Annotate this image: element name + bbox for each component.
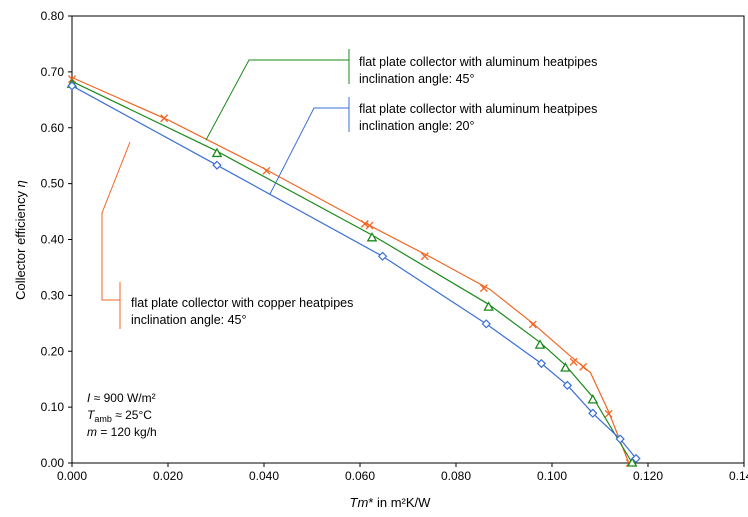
x-axis-label: Tm* in m²K/W	[350, 495, 432, 510]
x-tick-label: 0.100	[537, 469, 567, 483]
y-tick-label: 0.00	[41, 456, 65, 470]
annotation-layer: flat plate collector with aluminum heatp…	[101, 49, 597, 329]
series-line-aluminum45	[71, 80, 633, 464]
data-point-aluminum20	[67, 81, 77, 91]
y-tick-label: 0.70	[41, 65, 65, 79]
y-tick-label: 0.40	[41, 233, 65, 247]
condition-mass-flow: m = 120 kg/h	[87, 425, 157, 439]
data-point-aluminum45	[211, 147, 223, 158]
data-point-copper45	[262, 166, 271, 175]
data-point-copper45	[365, 221, 374, 230]
y-axis-label-text: Collector efficiency	[13, 187, 28, 299]
condition-ambient-temperature: Tamb ≈ 25°C	[87, 408, 152, 424]
y-tick-label: 0.80	[41, 9, 65, 23]
annotation-text: flat plate collector with aluminum heatp…	[359, 102, 597, 116]
y-tick-label: 0.20	[41, 344, 65, 358]
series-line-copper45	[71, 76, 630, 464]
x-axis-label-unit: * in m²K/W	[368, 495, 431, 510]
conditions-box: I ≈ 900 W/m² Tamb ≈ 25°C m = 120 kg/h	[87, 391, 157, 439]
x-tick-label: 0.120	[633, 469, 663, 483]
x-tick-label: 0.060	[345, 469, 375, 483]
data-point-aluminum20	[631, 453, 641, 464]
x-tick-label: 0.000	[57, 469, 87, 483]
data-point-aluminum20	[481, 319, 491, 329]
x-axis: 0.000 0.020 0.040 0.060 0.080 0.100 0.120 0.140	[57, 463, 748, 483]
data-point-aluminum20	[562, 380, 573, 390]
x-tick-label: 0.140	[729, 469, 748, 483]
annotation-text: flat plate collector with copper heatpip…	[131, 296, 353, 310]
annotation-text: inclination angle: 45°	[359, 72, 475, 86]
data-point-aluminum20	[536, 358, 547, 369]
data-point-aluminum20	[377, 251, 388, 261]
y-axis-label: Collector efficiency η	[13, 180, 28, 300]
data-point-aluminum20	[615, 434, 625, 444]
y-tick-label: 0.60	[41, 121, 65, 135]
y-tick-label: 0.50	[41, 177, 65, 191]
annotation-text: flat plate collector with aluminum heatp…	[359, 55, 597, 69]
annotation-leader	[205, 59, 349, 141]
data-point-copper45	[569, 357, 578, 366]
x-tick-label: 0.080	[441, 469, 471, 483]
data-point-copper45	[604, 409, 613, 418]
data-point-copper45	[579, 362, 588, 371]
data-point-aluminum45	[560, 362, 571, 372]
data-point-aluminum45	[626, 457, 638, 467]
condition-irradiance: I ≈ 900 W/m²	[87, 391, 156, 405]
x-tick-label: 0.020	[153, 469, 183, 483]
data-point-aluminum45	[587, 394, 599, 404]
annotation-alu45: flat plate collector with aluminum heatp…	[205, 49, 597, 141]
series-aluminum20	[67, 81, 641, 464]
data-point-copper45	[160, 114, 169, 123]
y-axis-label-symbol: η	[13, 180, 28, 187]
data-point-aluminum20	[212, 160, 222, 170]
y-axis: 0.00 0.10 0.20 0.30 0.40 0.50 0.60 0.70 0.80	[41, 9, 72, 470]
x-axis-label-variable: Tm	[350, 495, 369, 510]
annotation-text: inclination angle: 20°	[359, 119, 475, 133]
annotation-text: inclination angle: 45°	[131, 313, 247, 327]
data-point-aluminum20	[588, 408, 598, 418]
annotation-alu20: flat plate collector with aluminum heatp…	[269, 97, 597, 195]
series-layer	[66, 75, 641, 467]
data-point-aluminum45	[483, 301, 494, 311]
x-tick-label: 0.040	[249, 469, 279, 483]
data-point-aluminum45	[534, 339, 546, 349]
annotation-cu45: flat plate collector with copper heatpip…	[101, 141, 353, 329]
annotation-leader	[269, 107, 349, 195]
y-tick-label: 0.30	[41, 288, 65, 302]
data-point-copper45	[528, 320, 537, 329]
y-tick-label: 0.10	[41, 400, 65, 414]
data-point-copper45	[360, 219, 369, 228]
data-point-copper45	[420, 252, 429, 261]
data-point-copper45	[479, 284, 488, 293]
data-point-aluminum45	[366, 231, 378, 242]
annotation-leader	[101, 141, 131, 301]
